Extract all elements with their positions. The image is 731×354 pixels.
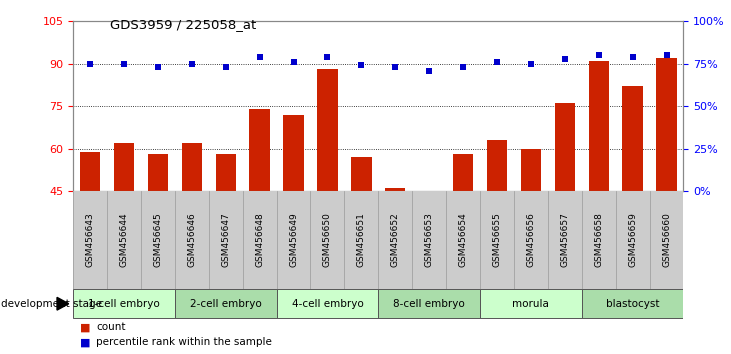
Text: GSM456645: GSM456645 <box>154 212 162 267</box>
Point <box>559 56 571 62</box>
Point <box>390 64 401 70</box>
Bar <box>385 188 406 191</box>
Bar <box>317 69 338 191</box>
Text: GSM456655: GSM456655 <box>493 212 501 267</box>
Text: GSM456654: GSM456654 <box>458 212 468 267</box>
Text: GSM456657: GSM456657 <box>560 212 569 267</box>
Bar <box>520 149 541 191</box>
Bar <box>175 289 276 318</box>
Point <box>254 54 265 60</box>
Text: blastocyst: blastocyst <box>606 298 659 309</box>
Text: GSM456648: GSM456648 <box>255 212 264 267</box>
Text: GSM456660: GSM456660 <box>662 212 671 267</box>
Bar <box>276 289 379 318</box>
Point <box>423 68 435 73</box>
Point <box>118 61 130 67</box>
Point <box>84 61 96 67</box>
Point <box>491 59 503 65</box>
Bar <box>73 289 175 318</box>
Point <box>220 64 232 70</box>
Text: ■: ■ <box>80 337 91 347</box>
Polygon shape <box>57 297 69 310</box>
Text: GSM456658: GSM456658 <box>594 212 603 267</box>
Point <box>626 54 638 60</box>
Bar <box>656 58 677 191</box>
Bar <box>284 115 303 191</box>
Bar <box>588 61 609 191</box>
Bar <box>181 143 202 191</box>
Point <box>322 54 333 60</box>
Point <box>661 52 673 58</box>
Bar <box>453 154 473 191</box>
Text: morula: morula <box>512 298 549 309</box>
Text: development stage: development stage <box>1 299 102 309</box>
Text: GSM456651: GSM456651 <box>357 212 366 267</box>
Bar <box>555 103 575 191</box>
Point <box>186 61 197 67</box>
Bar <box>487 140 507 191</box>
Text: 8-cell embryo: 8-cell embryo <box>393 298 465 309</box>
Text: GSM456650: GSM456650 <box>323 212 332 267</box>
Bar <box>148 154 168 191</box>
Point <box>152 64 164 70</box>
Text: GSM456656: GSM456656 <box>526 212 535 267</box>
Text: GSM456649: GSM456649 <box>289 212 298 267</box>
Point <box>593 52 605 58</box>
Bar <box>80 152 100 191</box>
Text: 1-cell embryo: 1-cell embryo <box>88 298 160 309</box>
Text: 2-cell embryo: 2-cell embryo <box>190 298 262 309</box>
Text: GSM456647: GSM456647 <box>221 212 230 267</box>
Point <box>355 63 367 68</box>
Point <box>457 64 469 70</box>
Text: GSM456659: GSM456659 <box>628 212 637 267</box>
Bar <box>623 86 643 191</box>
Bar <box>480 289 582 318</box>
Bar <box>351 157 371 191</box>
Bar <box>582 289 683 318</box>
Text: GSM456644: GSM456644 <box>119 212 129 267</box>
Text: 4-cell embryo: 4-cell embryo <box>292 298 363 309</box>
Text: GDS3959 / 225058_at: GDS3959 / 225058_at <box>110 18 256 31</box>
Text: GSM456646: GSM456646 <box>187 212 197 267</box>
Bar <box>249 109 270 191</box>
Bar <box>216 154 236 191</box>
Bar <box>379 289 480 318</box>
Point <box>288 59 300 65</box>
Text: GSM456643: GSM456643 <box>86 212 94 267</box>
Text: count: count <box>96 322 126 332</box>
Bar <box>114 143 135 191</box>
Point <box>525 61 537 67</box>
Text: GSM456652: GSM456652 <box>391 212 400 267</box>
Text: GSM456653: GSM456653 <box>425 212 433 267</box>
Text: ■: ■ <box>80 322 91 332</box>
Text: percentile rank within the sample: percentile rank within the sample <box>96 337 273 347</box>
